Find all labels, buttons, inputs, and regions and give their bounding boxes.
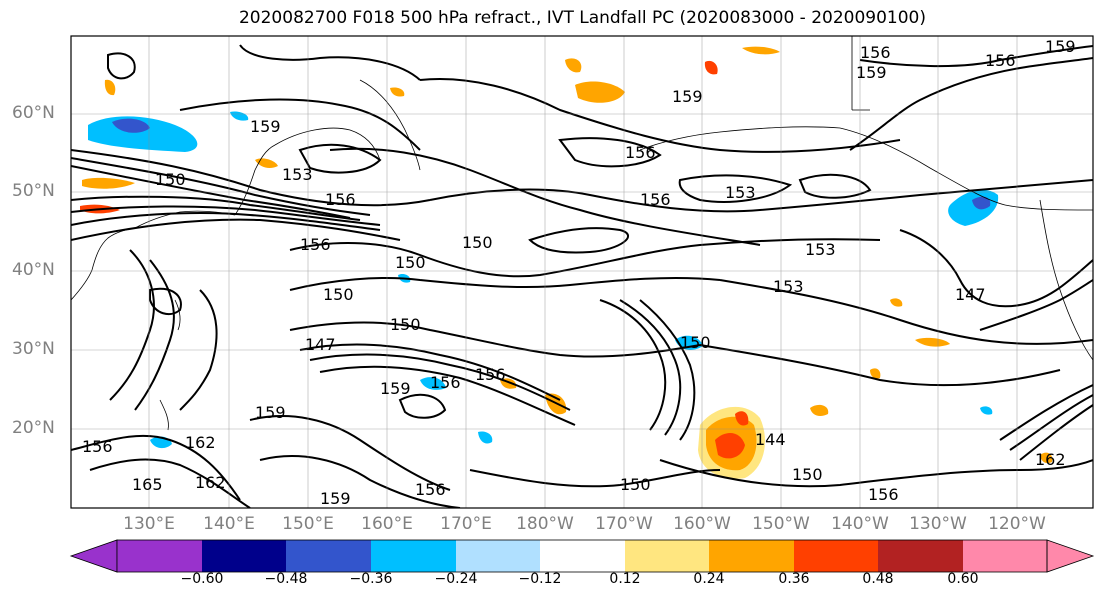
lon-label: 160°W [673, 514, 731, 534]
contour-label: 153 [805, 240, 836, 259]
map-frame [70, 35, 1094, 509]
lon-label: 140°E [203, 514, 255, 534]
contour-label: 150 [680, 333, 711, 352]
contour-label: 165 [132, 475, 163, 494]
contour-label: 156 [860, 43, 891, 62]
contour-label: 156 [868, 485, 899, 504]
contour-label: 144 [755, 430, 786, 449]
colorbar-tick-label: −0.48 [264, 571, 308, 587]
colorbar-segment [371, 540, 456, 572]
contour-label: 159 [250, 117, 281, 136]
contour-label: 156 [430, 373, 461, 392]
colorbar-tick-label: −0.24 [434, 571, 478, 587]
contour-label: 153 [773, 277, 804, 296]
lat-label-50n: 50°N [12, 181, 55, 201]
contour-label: 156 [640, 190, 671, 209]
contour-labels: 156 159 156 159 159 159 150 153 156 156 … [82, 37, 1076, 508]
lon-label: 170°E [440, 514, 492, 534]
contour-label: 159 [1045, 37, 1076, 56]
colorbar-segment [117, 540, 202, 572]
colorbar-tick-label: 0.36 [778, 571, 810, 587]
contour-label: 159 [672, 87, 703, 106]
anomaly-shading [80, 46, 1053, 479]
contour-label: 159 [380, 379, 411, 398]
contour-label: 162 [195, 473, 226, 492]
contour-label: 156 [325, 190, 356, 209]
contour-label: 156 [300, 235, 331, 254]
contour-label: 162 [185, 433, 216, 452]
contour-label: 147 [305, 335, 336, 354]
colorbar [69, 539, 1095, 573]
colorbar-tick-label: 0.12 [609, 571, 641, 587]
lon-label: 160°E [361, 514, 413, 534]
contour-label: 150 [155, 170, 186, 189]
contour-label: 156 [82, 437, 113, 456]
colorbar-segment [794, 540, 878, 572]
lon-label: 140°W [831, 514, 889, 534]
contour-label: 150 [395, 253, 426, 272]
contour-label: 147 [955, 285, 986, 304]
colorbar-tick-label: 0.60 [947, 571, 979, 587]
colorbar-tick-label: 0.48 [862, 571, 894, 587]
lat-label-40n: 40°N [12, 260, 55, 280]
colorbar-segment [540, 540, 625, 572]
contour-label: 156 [475, 365, 506, 384]
lon-label: 180°W [516, 514, 574, 534]
lat-label-60n: 60°N [12, 103, 55, 123]
contour-label: 162 [1035, 450, 1066, 469]
contour-label: 153 [725, 183, 756, 202]
colorbar-segment [286, 540, 371, 572]
colorbar-extend-min [69, 539, 118, 573]
colorbar-segment [878, 540, 963, 572]
contour-label: 150 [620, 475, 651, 494]
contour-label: 150 [323, 285, 354, 304]
contour-label: 159 [255, 403, 286, 422]
contour-label: 156 [415, 480, 446, 499]
contour-label: 150 [462, 233, 493, 252]
colorbar-segment [456, 540, 540, 572]
contour-label: 156 [625, 143, 656, 162]
colorbar-segment [709, 540, 794, 572]
colorbar-extend-max [1046, 539, 1095, 573]
coastlines [71, 36, 1093, 431]
lon-label: 130°W [909, 514, 967, 534]
colorbar-tick-label: −0.36 [349, 571, 393, 587]
colorbar-tick-label: 0.24 [693, 571, 725, 587]
lon-label: 150°E [282, 514, 334, 534]
lon-label: 120°W [988, 514, 1046, 534]
lon-label: 130°E [123, 514, 175, 534]
colorbar-segment [202, 540, 286, 572]
colorbar-segment [963, 540, 1047, 572]
lat-label-20n: 20°N [12, 418, 55, 438]
lon-label: 150°W [752, 514, 810, 534]
colorbar-tick-label: −0.12 [518, 571, 562, 587]
lat-label-30n: 30°N [12, 339, 55, 359]
colorbar-tick-label: −0.60 [180, 571, 224, 587]
contour-label: 150 [792, 465, 823, 484]
graticule [71, 36, 1093, 508]
lon-label: 170°W [595, 514, 653, 534]
contour-label: 156 [985, 51, 1016, 70]
map-title: 2020082700 F018 500 hPa refract., IVT La… [238, 8, 926, 28]
contour-label: 150 [390, 315, 421, 334]
colorbar-segment [625, 540, 709, 572]
contour-label: 159 [856, 63, 887, 82]
contour-label: 153 [282, 165, 313, 184]
contour-label: 159 [320, 489, 351, 508]
